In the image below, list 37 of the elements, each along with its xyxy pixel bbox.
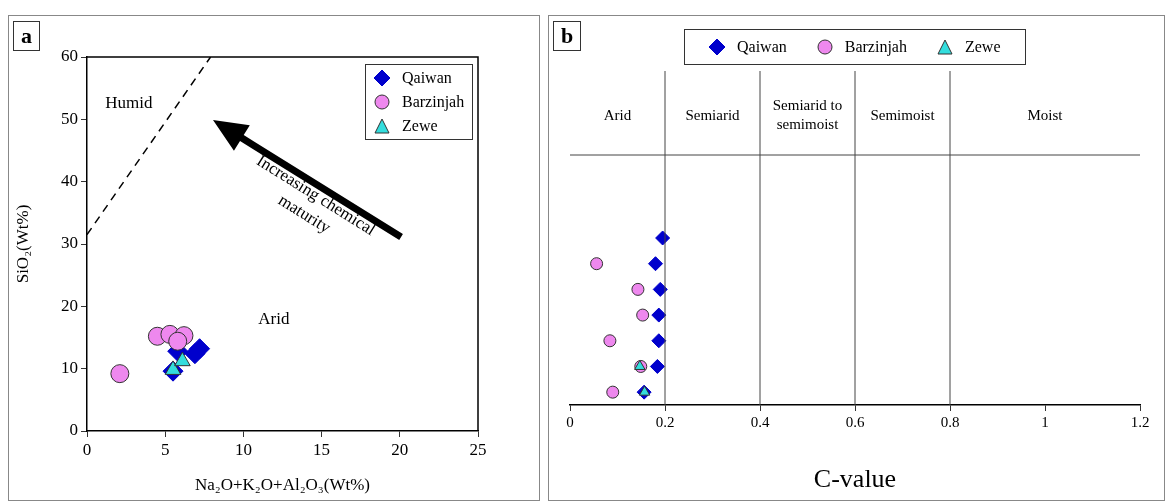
x-tick-label: 10 <box>234 439 252 459</box>
legend-label: Qaiwan <box>402 69 452 87</box>
chart-title: a <box>13 21 40 51</box>
y-tick-label: 40 <box>61 171 78 191</box>
legend-label: Qaiwan <box>737 38 787 56</box>
x-tick-label: 0 <box>566 413 574 430</box>
x-tick-label: 0.8 <box>940 413 960 430</box>
annotation: Semiarid to semimoist <box>772 97 843 133</box>
x-tick-label: 0.2 <box>655 413 675 430</box>
x-tick-label: 1.2 <box>1130 413 1150 430</box>
y-tick-label: 20 <box>61 295 78 315</box>
y-axis-title: SiO₂(Wt%) <box>12 204 32 284</box>
y-tick-label: 10 <box>61 358 78 378</box>
annotation: Semimoist <box>870 106 936 123</box>
legend-label: Barzinjah <box>844 38 907 56</box>
x-tick-label: 20 <box>391 439 409 459</box>
annotation: Semiarid <box>685 106 741 123</box>
legend-label: Zewe <box>402 117 438 135</box>
y-tick-label: 30 <box>61 233 78 253</box>
annotation: Moist <box>1027 106 1064 123</box>
annotation: Humid <box>105 93 153 113</box>
legend-label: Zewe <box>964 38 1001 56</box>
x-tick-label: 5 <box>160 439 170 459</box>
x-tick-label: 25 <box>469 439 487 459</box>
legend-label: Barzinjah <box>402 93 465 111</box>
annotation: Arid <box>258 309 290 329</box>
annotation: Arid <box>603 106 632 123</box>
x-axis-title: Na₂O+K₂O+Al₂O₃(Wt%) <box>194 475 371 495</box>
y-tick-label: 60 <box>61 46 78 66</box>
x-tick-label: 0.6 <box>845 413 865 430</box>
x-axis-title: C-value <box>813 464 897 494</box>
y-tick-label: 50 <box>61 108 78 128</box>
x-tick-label: 1 <box>1041 413 1049 430</box>
chart-title: b <box>553 21 582 51</box>
x-tick-label: 0 <box>82 439 92 459</box>
x-tick-label: 0.4 <box>750 413 770 430</box>
x-tick-label: 15 <box>313 439 331 459</box>
